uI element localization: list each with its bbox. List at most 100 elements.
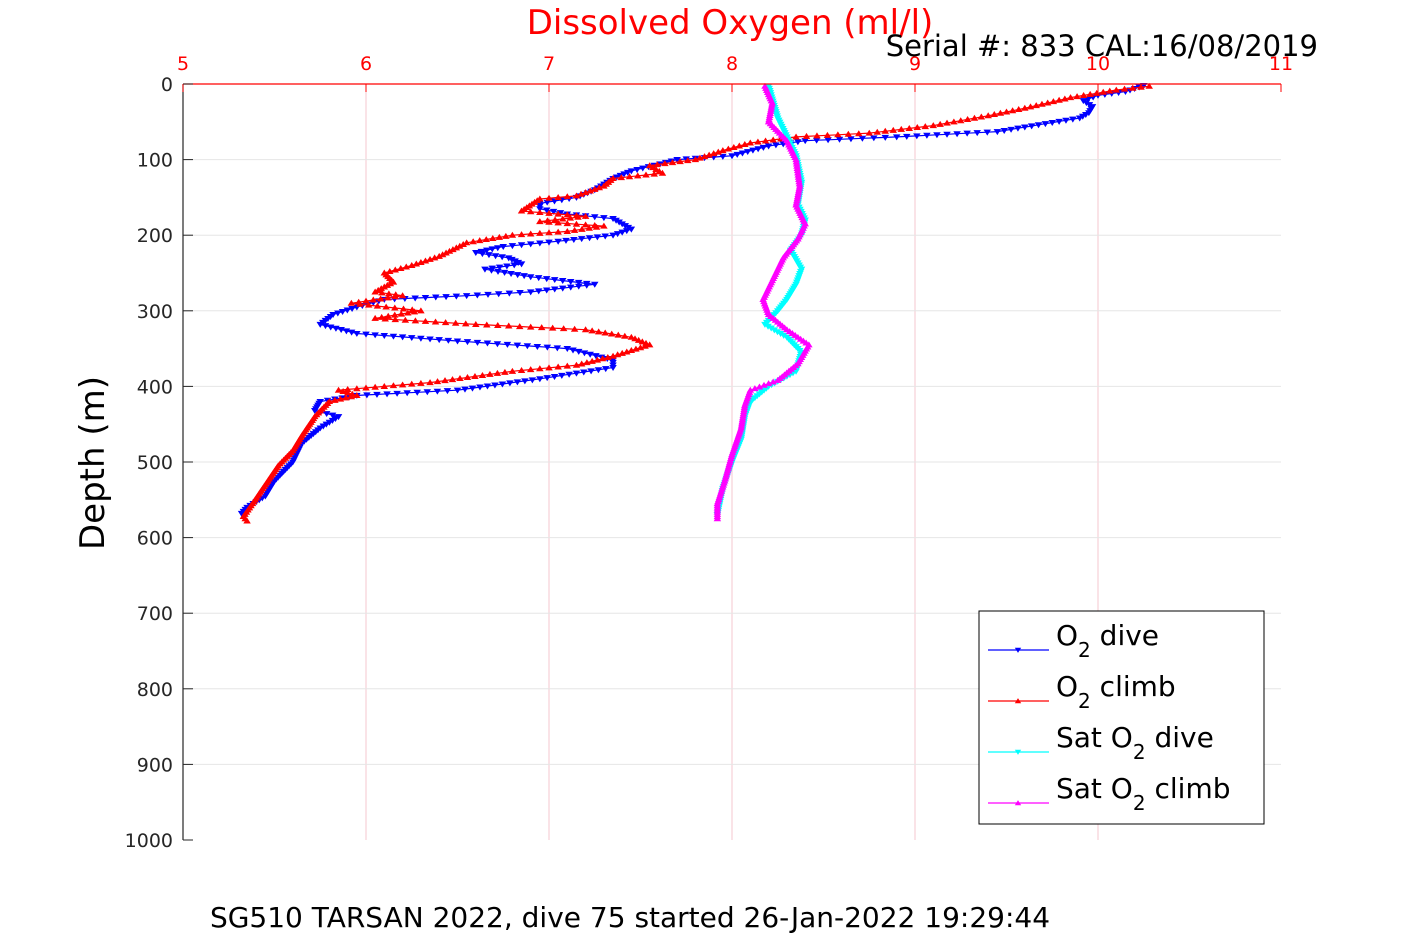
legend-marker <box>1014 698 1022 704</box>
data-point-marker <box>378 289 386 296</box>
data-point-marker <box>1007 126 1015 133</box>
data-point-marker <box>362 384 370 391</box>
data-point-marker <box>554 193 562 200</box>
data-point-marker <box>517 242 526 249</box>
data-point-marker <box>545 218 553 225</box>
data-point-marker <box>550 277 559 284</box>
data-point-marker <box>592 353 600 360</box>
data-point-marker <box>963 115 972 122</box>
data-point-marker <box>714 148 723 155</box>
data-point-marker <box>897 125 906 132</box>
data-point-marker <box>431 318 440 325</box>
data-point-marker <box>1092 89 1101 96</box>
y-tick-label: 500 <box>137 452 173 474</box>
data-point-marker <box>691 156 700 163</box>
data-point-marker <box>580 350 589 357</box>
data-point-marker <box>453 338 462 345</box>
data-point-marker <box>554 228 562 235</box>
data-point-marker <box>608 330 616 337</box>
data-point-marker <box>397 310 406 317</box>
data-point-marker <box>730 144 738 151</box>
data-point-marker <box>1079 92 1088 98</box>
data-point-marker <box>410 308 419 315</box>
data-point-marker <box>469 238 477 245</box>
data-point-marker <box>984 112 992 119</box>
chart-subtitle: Serial #: 833 CAL:16/08/2019 <box>886 29 1318 63</box>
data-point-marker <box>337 327 345 334</box>
data-point-marker <box>347 299 356 306</box>
data-point-marker <box>526 274 535 281</box>
data-point-marker <box>334 386 343 393</box>
data-point-marker <box>471 372 479 379</box>
data-point-marker <box>649 164 657 171</box>
data-point-marker <box>601 329 609 336</box>
data-point-marker <box>696 154 704 161</box>
data-point-marker <box>441 377 449 384</box>
series-layer <box>237 82 1153 524</box>
data-point-marker <box>508 231 517 238</box>
data-point-marker <box>520 273 528 280</box>
data-point-marker <box>389 382 398 389</box>
x-tick-label: 11 <box>1269 53 1293 75</box>
data-point-marker <box>591 214 599 221</box>
data-point-marker <box>601 233 609 240</box>
data-point-marker <box>545 239 553 246</box>
data-point-marker <box>1026 103 1035 110</box>
data-point-marker <box>581 189 590 196</box>
data-point-marker <box>545 364 553 371</box>
data-point-marker <box>494 245 502 252</box>
data-point-marker <box>929 122 938 129</box>
data-point-marker <box>1055 118 1063 125</box>
data-point-marker <box>403 390 411 397</box>
data-point-marker <box>389 333 398 340</box>
data-point-marker <box>1014 125 1022 132</box>
data-point-marker <box>534 288 543 295</box>
data-point-marker <box>1066 94 1075 101</box>
x-tick-label: 5 <box>177 53 189 75</box>
data-point-marker <box>802 132 811 139</box>
data-point-marker <box>1034 122 1043 129</box>
data-point-marker <box>417 307 425 314</box>
data-point-marker <box>554 219 562 226</box>
data-point-marker <box>591 185 599 192</box>
data-point-marker <box>772 142 780 149</box>
data-point-marker <box>574 213 582 220</box>
data-point-marker <box>650 170 658 177</box>
data-point-marker <box>625 173 634 180</box>
data-point-marker <box>502 232 510 239</box>
data-point-marker <box>402 263 411 270</box>
data-point-marker <box>794 139 802 146</box>
data-point-marker <box>550 198 559 205</box>
data-point-marker <box>1043 99 1052 106</box>
data-point-marker <box>353 330 361 337</box>
data-point-marker <box>889 126 898 133</box>
data-point-marker <box>386 268 394 275</box>
data-point-marker <box>953 131 961 138</box>
data-point-marker <box>881 134 890 141</box>
data-point-marker <box>508 243 517 250</box>
data-point-marker <box>1048 120 1056 127</box>
data-point-marker <box>461 386 469 393</box>
data-point-marker <box>580 369 588 376</box>
data-point-marker <box>1112 86 1121 93</box>
data-point-marker <box>362 297 370 304</box>
data-point-marker <box>1129 84 1137 91</box>
data-point-marker <box>913 133 921 140</box>
data-point-marker <box>1008 107 1017 114</box>
data-point-marker <box>484 291 492 298</box>
data-point-marker <box>472 250 480 257</box>
data-point-marker <box>554 210 562 217</box>
data-point-marker <box>316 321 324 328</box>
data-point-marker <box>442 249 450 256</box>
data-point-marker <box>398 292 407 299</box>
data-point-marker <box>412 260 421 267</box>
data-point-marker <box>537 324 546 331</box>
data-point-marker <box>526 366 535 373</box>
data-point-marker <box>570 236 578 243</box>
data-point-marker <box>336 395 345 402</box>
data-point-marker <box>426 336 434 343</box>
data-point-marker <box>728 153 736 160</box>
data-point-marker <box>609 352 617 359</box>
data-point-marker <box>996 109 1005 116</box>
data-point-marker <box>423 389 432 396</box>
